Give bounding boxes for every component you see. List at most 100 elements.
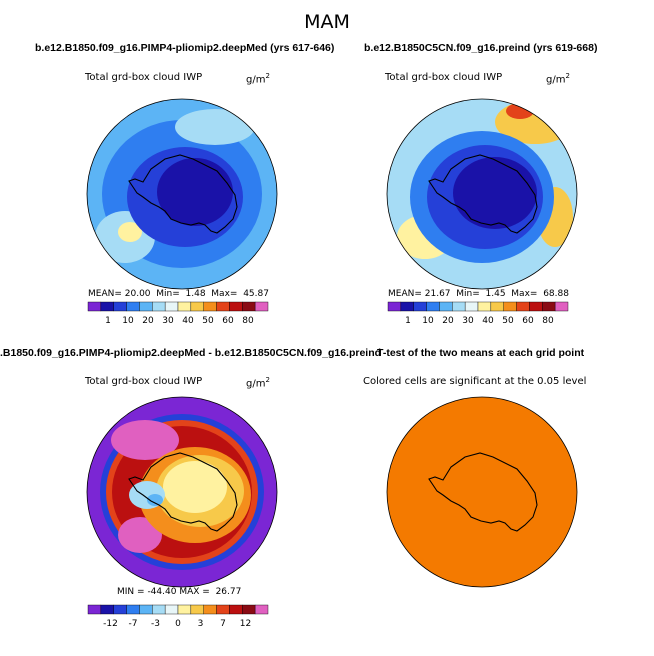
colorbar-swatch (190, 604, 204, 615)
colorbar-swatch (113, 301, 127, 312)
colorbar-tick-label: 40 (182, 316, 194, 326)
colorbar-tick-label: 20 (442, 316, 454, 326)
field-blob (163, 461, 227, 513)
panel1-colorbar: 1 10 20 30 40 50 60 80 (87, 301, 269, 326)
colorbar-tick-label: 60 (522, 316, 534, 326)
colorbar-tick-label: -3 (151, 619, 160, 629)
colorbar-tick-label: 7 (220, 619, 226, 629)
colorbar-tick-label: 30 (462, 316, 474, 326)
panel1-stats: MEAN= 20.00 Min= 1.48 Max= 45.87 (88, 289, 269, 299)
colorbar-swatch (426, 301, 440, 312)
colorbar-swatch (190, 301, 204, 312)
colorbar-swatch (87, 301, 102, 312)
colorbar-swatch (126, 604, 140, 615)
field-blob (506, 103, 534, 119)
colorbar-swatch (413, 301, 427, 312)
colorbar-swatch (203, 604, 217, 615)
panel4-map (386, 396, 578, 588)
panel3-units: g/m2 (246, 376, 270, 390)
colorbar-swatch (139, 604, 153, 615)
colorbar-tick-label: -12 (103, 619, 118, 629)
panel1-map (86, 98, 278, 290)
map-border (386, 98, 578, 290)
colorbar-swatch (164, 604, 179, 615)
colorbar-swatch (100, 301, 114, 312)
colorbar-tick-label: 12 (240, 619, 251, 629)
field-blob (175, 109, 255, 145)
colorbar-swatch (554, 301, 569, 312)
panel3-title: .B1850.f09_g16.PIMP4-pliomip2.deepMed - … (0, 347, 382, 359)
colorbar-tick-label: 80 (542, 316, 554, 326)
colorbar-swatch (152, 604, 166, 615)
field-blob (453, 157, 537, 229)
colorbar-tick-label: 80 (242, 316, 254, 326)
colorbar-tick-label: 20 (142, 316, 154, 326)
figure-title: MAM (304, 11, 350, 33)
colorbar-swatch (139, 301, 153, 312)
map-border (86, 396, 278, 588)
panel3-stats: MIN = -44.40 MAX = 26.77 (117, 587, 242, 597)
colorbar-tick-label: 10 (122, 316, 134, 326)
colorbar-swatch (216, 604, 230, 615)
map-border (86, 98, 278, 290)
panel4-field: Colored cells are significant at the 0.0… (363, 376, 587, 387)
coastline (128, 154, 238, 234)
field-blob (157, 158, 233, 226)
panel2-stats: MEAN= 21.67 Min= 1.45 Max= 68.88 (388, 289, 569, 299)
colorbar-swatch (242, 604, 256, 615)
colorbar-swatch (87, 604, 102, 615)
colorbar-swatch (177, 301, 192, 312)
panel3-field: Total grd-box cloud IWP (85, 376, 203, 387)
panel2-title: b.e12.B1850C5CN.f09_g16.preind (yrs 619-… (364, 42, 598, 54)
panel1-units: g/m2 (246, 72, 270, 86)
colorbar-swatch (100, 604, 114, 615)
colorbar-swatch (152, 301, 166, 312)
panel1-field: Total grd-box cloud IWP (85, 72, 203, 83)
colorbar-swatch (216, 301, 230, 312)
colorbar-swatch (126, 301, 140, 312)
colorbar-tick-label: -7 (129, 619, 138, 629)
panel1-title: b.e12.B1850.f09_g16.PIMP4-pliomip2.deepM… (35, 42, 335, 54)
coastline (128, 452, 238, 532)
coastline (428, 452, 538, 532)
panel3-map (86, 396, 278, 588)
panel4-title: T-test of the two means at each grid poi… (377, 347, 585, 359)
colorbar-swatch (113, 604, 127, 615)
colorbar-tick-label: 40 (482, 316, 494, 326)
colorbar-tick-label: 60 (222, 316, 234, 326)
colorbar-swatch (452, 301, 466, 312)
colorbar-swatch (516, 301, 530, 312)
colorbar-swatch (254, 604, 269, 615)
panel2-map (386, 98, 578, 290)
colorbar-tick-label: 50 (202, 316, 214, 326)
panel2-units: g/m2 (546, 72, 570, 86)
colorbar-swatch (203, 301, 217, 312)
colorbar-tick-label: 50 (502, 316, 514, 326)
colorbar-swatch (242, 301, 256, 312)
field-blob (147, 494, 163, 506)
panel2-field: Total grd-box cloud IWP (385, 72, 503, 83)
colorbar-swatch (229, 604, 243, 615)
colorbar-tick-label: 3 (198, 619, 204, 629)
colorbar-swatch (477, 301, 492, 312)
colorbar-tick-label: 30 (162, 316, 174, 326)
field-blob (111, 420, 179, 460)
colorbar-swatch (387, 301, 402, 312)
colorbar-swatch (177, 604, 192, 615)
colorbar-swatch (464, 301, 479, 312)
coastline (428, 154, 538, 234)
colorbar-tick-label: 1 (105, 316, 111, 326)
panel3-colorbar: -12 -7 -3 0 3 7 12 (87, 604, 269, 629)
colorbar-swatch (400, 301, 414, 312)
colorbar-swatch (254, 301, 269, 312)
field-blob (118, 517, 162, 553)
colorbar-swatch (229, 301, 243, 312)
colorbar-swatch (503, 301, 517, 312)
colorbar-tick-label: 0 (175, 619, 181, 629)
significance-field (386, 396, 578, 588)
colorbar-swatch (542, 301, 556, 312)
colorbar-swatch (529, 301, 543, 312)
colorbar-tick-label: 10 (422, 316, 434, 326)
colorbar-swatch (164, 301, 179, 312)
panel2-colorbar: 1 10 20 30 40 50 60 80 (387, 301, 569, 326)
